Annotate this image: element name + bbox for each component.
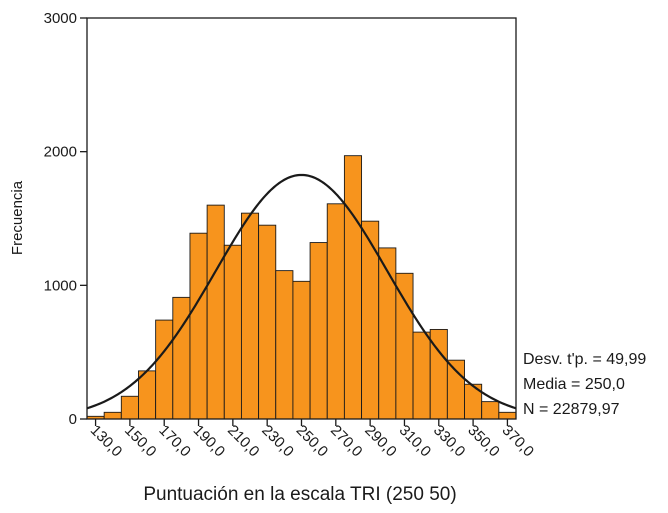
histogram-bar <box>446 359 465 420</box>
histogram-bar <box>309 242 328 420</box>
histogram-bar <box>138 370 157 420</box>
normal-curve <box>86 173 517 410</box>
y-axis-title: Frecuencia <box>9 180 26 255</box>
histogram-bar <box>189 232 208 420</box>
histogram-bar <box>240 212 260 420</box>
histogram-bar <box>378 247 397 420</box>
histogram-bar <box>258 224 277 420</box>
x-tick-label: 330,0 <box>430 422 469 461</box>
y-tick-label: 0 <box>69 411 77 428</box>
y-tick-label: 1000 <box>44 277 77 294</box>
y-tick-label: 2000 <box>44 144 77 161</box>
statistics-box: Desv. t'p. = 49,99 Media = 250,0 N = 228… <box>523 351 646 418</box>
x-tick-label: 310,0 <box>396 422 435 461</box>
histogram-bar <box>343 155 363 420</box>
x-tick-label: 350,0 <box>464 422 503 461</box>
x-axis-title: Puntuación en la escala TRI (250 50) <box>143 484 456 505</box>
y-tick-label: 3000 <box>44 10 77 27</box>
x-tick-label: 190,0 <box>190 422 229 461</box>
histogram-bar <box>206 204 225 420</box>
histogram-bar <box>412 331 431 420</box>
histogram-bar <box>103 411 122 420</box>
histogram-bar <box>172 296 191 420</box>
stat-mean: Media = 250,0 <box>523 376 625 393</box>
x-tick-label: 210,0 <box>224 422 263 461</box>
histogram-bar <box>481 401 500 420</box>
x-tick-label: 370,0 <box>499 422 538 461</box>
x-tick-label: 230,0 <box>258 422 297 461</box>
x-tick-label: 250,0 <box>293 422 332 461</box>
y-axis-ticks: 0 1000 2000 3000 <box>44 10 87 428</box>
histogram-bar <box>223 244 242 420</box>
stat-n: N = 22879,97 <box>523 401 620 418</box>
histogram-bar <box>275 270 294 420</box>
histogram-bar <box>395 272 414 420</box>
histogram-bar <box>120 395 139 420</box>
stat-sd: Desv. t'p. = 49,99 <box>523 351 646 368</box>
histogram-bar <box>498 411 517 420</box>
x-tick-label: 170,0 <box>155 422 194 461</box>
x-tick-label: 130,0 <box>87 422 126 461</box>
histogram-bar <box>326 203 345 420</box>
x-tick-label: 270,0 <box>327 422 366 461</box>
x-axis-ticks: 130,0150,0170,0190,0210,0230,0250,0270,0… <box>87 419 537 460</box>
histogram-bar <box>292 280 311 420</box>
x-tick-label: 290,0 <box>361 422 400 461</box>
x-tick-label: 150,0 <box>121 422 160 461</box>
histogram-bar <box>155 319 174 420</box>
bars-group <box>86 155 517 420</box>
